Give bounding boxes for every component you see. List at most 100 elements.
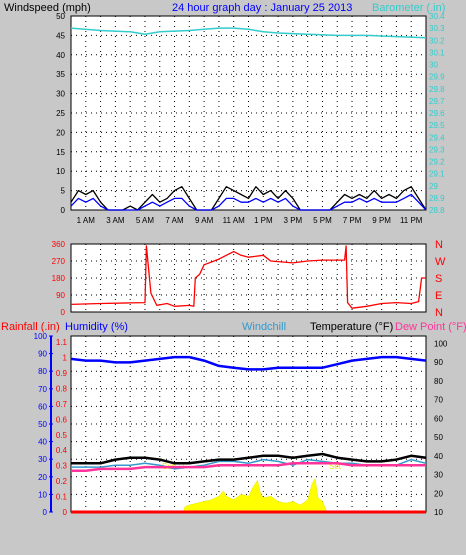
- time-tick-label: 7 AM: [165, 216, 184, 225]
- rain-tick-label: 0.7: [56, 400, 68, 409]
- compass-label: N: [435, 307, 443, 319]
- humidity-tick-label: 20: [38, 473, 47, 482]
- wind-tick-label: 5: [61, 187, 66, 196]
- wind-tick-label: 0: [61, 206, 66, 215]
- time-tick-label: 9 PM: [372, 216, 391, 225]
- humidity-tick-label: 40: [38, 438, 47, 447]
- dewpoint-label: Dew Point (°F): [395, 321, 466, 333]
- time-tick-label: 3 AM: [106, 216, 125, 225]
- temperature-panel: 0 10 20 30 40 50 60 70 80 90 100 0 0.1 0.2 0.3 0.4 0.5 0.…: [34, 332, 448, 517]
- rainfall-label: Rainfall (.in): [1, 321, 60, 333]
- humidity-tick-label: 100: [34, 332, 48, 341]
- wind-tick-label: 45: [56, 31, 65, 40]
- wind-pressure-panel: 0 5 10 15 20 25 30 35 40 45 50 28.8 28.9 29 29.1 29.2 29…: [56, 12, 445, 225]
- temperature-tick-label: 70: [434, 396, 443, 405]
- temperature-tick-label: 30: [434, 471, 443, 480]
- barometer-tick-label: 28.8: [429, 206, 445, 215]
- barometer-tick-label: 29.8: [429, 85, 445, 94]
- barometer-tick-label: 29.2: [429, 158, 445, 167]
- wind-tick-label: 15: [56, 148, 65, 157]
- wind-tick-label: 10: [56, 167, 65, 176]
- series-temperature: [71, 452, 427, 465]
- compass-label: S: [435, 273, 442, 285]
- barometer-tick-label: 30.2: [429, 36, 445, 45]
- temperature-tick-label: 100: [434, 339, 448, 348]
- series-humidity: [70, 355, 427, 371]
- rain-tick-label: 0.3: [56, 462, 68, 471]
- humidity-tick-label: 30: [38, 455, 47, 464]
- time-tick-label: 11 AM: [223, 216, 245, 225]
- barometer-tick-label: 29.6: [429, 109, 445, 118]
- rain-tick-label: 0.2: [56, 477, 68, 486]
- time-tick-label: 1 AM: [77, 216, 96, 225]
- windspeed-label: Windspeed (mph): [4, 2, 91, 14]
- temperature-tick-label: 80: [434, 377, 443, 386]
- rain-tick-label: 0.9: [56, 369, 68, 378]
- wind-plot-area: [70, 15, 427, 211]
- series-barometer: [70, 27, 427, 39]
- barometer-tick-label: 30.1: [429, 48, 445, 57]
- wind-tick-label: 20: [56, 128, 65, 137]
- time-tick-label: 1 PM: [254, 216, 273, 225]
- time-tick-label: 9 AM: [195, 216, 214, 225]
- temperature-tick-label: 90: [434, 358, 443, 367]
- series-wind: [70, 193, 427, 211]
- time-tick-label: 7 PM: [343, 216, 362, 225]
- humidity-tick-label: 10: [38, 490, 47, 499]
- rain-tick-label: 0.4: [56, 446, 68, 455]
- sunset-label: Set: [329, 462, 342, 471]
- rain-tick-label: 0.8: [56, 384, 68, 393]
- compass-label: N: [435, 239, 443, 251]
- time-tick-label: 5 AM: [136, 216, 155, 225]
- barometer-label: Barometer (.in): [372, 2, 445, 14]
- barometer-tick-label: 30: [429, 61, 438, 70]
- humidity-tick-label: 60: [38, 402, 47, 411]
- rain-tick-label: 0.6: [56, 415, 68, 424]
- temperature-label: Temperature (°F): [310, 321, 393, 333]
- series-dewpoint: [71, 462, 426, 473]
- direction-tick-label: 360: [52, 240, 66, 249]
- rain-tick-label: 1: [63, 354, 68, 363]
- wind-tick-label: 40: [56, 51, 65, 60]
- barometer-tick-label: 29.9: [429, 73, 445, 82]
- wind-tick-label: 25: [56, 109, 65, 118]
- windchill-label: Windchill: [242, 321, 286, 333]
- temperature-tick-label: 50: [434, 433, 443, 442]
- rain-tick-label: 0.5: [56, 431, 68, 440]
- series-direction: [70, 245, 426, 309]
- graph-title: 24 hour graph day : January 25 2013: [172, 2, 352, 14]
- humidity-tick-label: 50: [38, 420, 47, 429]
- barometer-tick-label: 29.4: [429, 133, 445, 142]
- direction-tick-label: 180: [52, 274, 66, 283]
- barometer-tick-label: 28.9: [429, 194, 445, 203]
- humidity-tick-label: 90: [38, 350, 47, 359]
- series-gust: [70, 186, 427, 211]
- barometer-tick-label: 30.4: [429, 12, 445, 21]
- barometer-tick-label: 30.3: [429, 24, 445, 33]
- humidity-tick-label: 70: [38, 385, 47, 394]
- wind-tick-label: 35: [56, 70, 65, 79]
- barometer-tick-label: 29.5: [429, 121, 445, 130]
- temperature-tick-label: 60: [434, 414, 443, 423]
- time-tick-label: 11 PM: [400, 216, 423, 225]
- compass-label: W: [435, 256, 446, 268]
- temperature-tick-label: 40: [434, 452, 443, 461]
- temperature-tick-label: 20: [434, 489, 443, 498]
- wind-tick-label: 50: [56, 12, 65, 21]
- barometer-tick-label: 29.3: [429, 145, 445, 154]
- humidity-tick-label: 80: [38, 367, 47, 376]
- barometer-tick-label: 29: [429, 182, 438, 191]
- time-tick-label: 5 PM: [313, 216, 332, 225]
- rain-tick-label: 1.1: [56, 338, 68, 347]
- rain-tick-label: 0: [63, 508, 68, 517]
- series-solar: [71, 477, 426, 513]
- compass-label: E: [435, 290, 442, 302]
- time-tick-label: 3 PM: [284, 216, 303, 225]
- barometer-tick-label: 29.1: [429, 170, 445, 179]
- direction-tick-label: 270: [52, 257, 66, 266]
- barometer-tick-label: 29.7: [429, 97, 445, 106]
- humidity-tick-label: 0: [43, 508, 48, 517]
- wind-tick-label: 30: [56, 90, 65, 99]
